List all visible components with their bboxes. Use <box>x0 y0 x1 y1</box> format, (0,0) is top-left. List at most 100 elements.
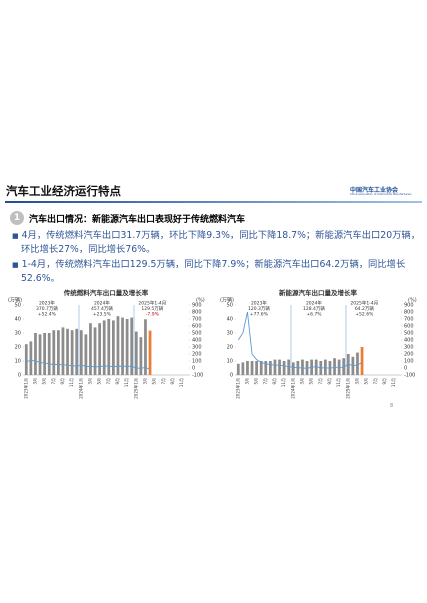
y2-tick-label: 400 <box>192 338 202 344</box>
x-tick-label: 7月 <box>161 378 166 385</box>
x-tick-label: 7月 <box>373 378 378 385</box>
bar <box>287 359 291 375</box>
bar <box>47 333 51 375</box>
y2-tick-label: 900 <box>192 303 202 309</box>
bar <box>241 362 245 375</box>
y-tick-label: 40 <box>227 317 233 323</box>
annotation: 120.3万辆 <box>248 305 270 312</box>
x-tick-label: 7月 <box>106 378 111 385</box>
x-tick-label: 11月 <box>391 378 396 387</box>
y2-axis-label: (%) <box>408 298 417 304</box>
slide-title: 汽车工业经济运行特点 <box>6 184 121 198</box>
bar <box>43 333 46 375</box>
y2-tick-label: 100 <box>192 359 202 365</box>
y-tick-label: 10 <box>15 359 21 365</box>
bar <box>93 327 97 375</box>
bar <box>255 361 258 375</box>
growth-line <box>26 359 151 370</box>
x-tick-label: 3月 <box>32 378 37 385</box>
annotation: +77.6% <box>250 312 269 318</box>
x-tick-label: 7月 <box>318 378 323 385</box>
bar <box>130 317 134 375</box>
y2-tick-label: 700 <box>192 317 202 323</box>
logo-subtext: China Association of Automobile Manufact… <box>350 193 412 196</box>
annotation: +6.7% <box>306 312 322 318</box>
annotation: 457.4万辆 <box>91 305 113 312</box>
bar <box>89 323 92 375</box>
x-tick-label: 5月 <box>309 378 314 385</box>
bar <box>34 333 37 375</box>
bar <box>346 354 350 375</box>
annotation: 2024年 <box>306 300 322 307</box>
section-number: 1 <box>10 211 24 225</box>
bar <box>75 328 79 375</box>
section-title: 新能源汽车出口表现好于传统燃料汽车 <box>92 214 246 225</box>
bar <box>38 334 42 375</box>
x-tick-label: 2025年1月 <box>344 378 350 399</box>
bar <box>273 359 277 375</box>
bar <box>144 319 147 375</box>
annotation: +52.4% <box>38 312 57 318</box>
x-tick-label: 3月 <box>354 378 359 385</box>
annotation: 64.2万辆 <box>355 305 375 312</box>
y2-tick-label: 800 <box>192 310 202 316</box>
annotation: 129.5万辆 <box>141 305 163 312</box>
x-tick-label: 9月 <box>327 378 332 385</box>
bar <box>250 361 254 375</box>
y2-tick-label: 0 <box>404 366 407 372</box>
growth-line <box>237 311 363 369</box>
bar <box>52 330 56 375</box>
bar <box>264 361 268 375</box>
x-tick-label: 11月 <box>281 378 286 387</box>
y2-tick-label: -100 <box>192 373 203 379</box>
x-tick-label: 5月 <box>364 378 369 385</box>
bar <box>301 359 304 375</box>
section-heading: 1 汽车出口情况： 新能源汽车出口表现好于传统燃料汽车 <box>10 210 310 226</box>
x-tick-label: 3月 <box>244 378 249 385</box>
bar <box>116 316 120 375</box>
y2-tick-label: 200 <box>192 352 202 358</box>
annotation: 2025年1-4月 <box>138 300 166 307</box>
y2-tick-label: 400 <box>404 338 414 344</box>
y-tick-label: 10 <box>227 359 233 365</box>
y2-tick-label: 100 <box>404 359 414 365</box>
bar <box>139 337 143 375</box>
y2-tick-label: 200 <box>404 352 414 358</box>
bar <box>282 361 286 375</box>
annotation: 2024年 <box>94 300 110 307</box>
chart: 新能源汽车出口量及增长率(万辆) (%)01020304050-100010020… <box>220 288 417 399</box>
x-tick-label: 5月 <box>97 378 102 385</box>
y2-tick-label: 300 <box>404 345 414 351</box>
annotation: +52.6% <box>355 312 374 318</box>
x-tick-label: 9月 <box>382 378 387 385</box>
annotation: 128.4万辆 <box>303 305 325 312</box>
bar <box>102 320 106 375</box>
y2-tick-label: 900 <box>404 303 414 309</box>
section-label: 汽车出口情况： <box>29 214 93 225</box>
x-tick-label: 2024年1月 <box>77 378 83 399</box>
y-tick-label: 0 <box>230 373 233 379</box>
y2-tick-label: 500 <box>404 331 414 337</box>
x-tick-label: 5月 <box>152 378 157 385</box>
x-tick-label: 11月 <box>69 378 74 387</box>
bar <box>29 341 33 375</box>
x-tick-label: 9月 <box>272 378 277 385</box>
y2-tick-label: 600 <box>192 324 202 330</box>
bar <box>278 359 281 375</box>
y-tick-label: 20 <box>15 345 21 351</box>
bar <box>125 319 129 375</box>
x-tick-label: 11月 <box>124 378 129 387</box>
annotation: 2023年 <box>39 300 55 307</box>
y-tick-label: 20 <box>227 345 233 351</box>
page-number: 8 <box>390 403 394 409</box>
annotation: +23.5% <box>93 312 112 318</box>
bar <box>134 331 138 375</box>
bar <box>333 358 336 375</box>
x-tick-label: 5月 <box>254 378 259 385</box>
bar <box>24 344 28 375</box>
y-tick-label: 0 <box>18 373 21 379</box>
y2-tick-label: 800 <box>404 310 414 316</box>
bar <box>79 330 83 375</box>
y-axis-label: (万辆) <box>220 297 234 304</box>
